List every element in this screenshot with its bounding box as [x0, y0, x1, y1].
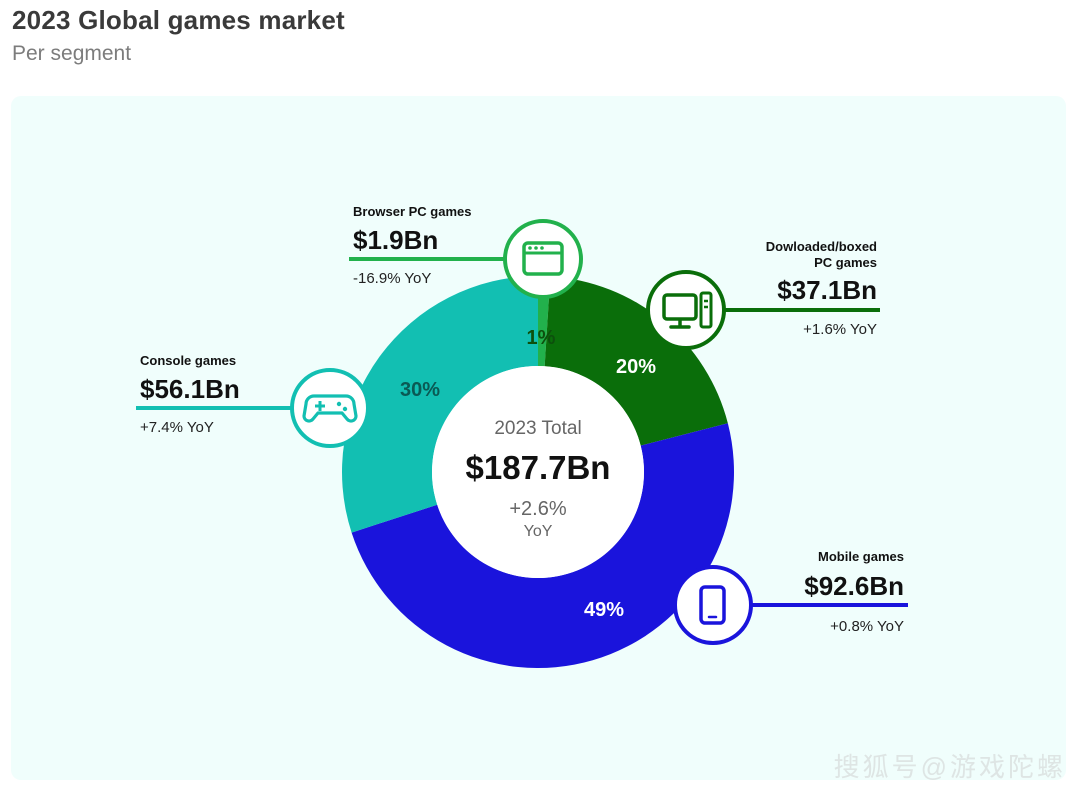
segment-yoy-mobile: +0.8% YoY	[830, 618, 904, 635]
segment-name-browser: Browser PC games	[353, 204, 472, 219]
desktop-pc-icon	[646, 270, 726, 350]
chart-title: 2023 Global games market	[12, 5, 345, 35]
segment-name-downloaded-line2: PC games	[814, 255, 877, 270]
segment-value-browser: $1.9Bn	[353, 225, 438, 255]
browser-window-icon	[503, 219, 583, 299]
segment-value-downloaded: $37.1Bn	[777, 275, 877, 305]
chart-subtitle: Per segment	[12, 42, 132, 65]
segment-value-console: $56.1Bn	[140, 374, 240, 404]
slice-label-downloaded: 20%	[616, 356, 656, 378]
callout-mobile: Mobile games $92.6Bn +0.8% YoY	[673, 549, 908, 645]
donut-slice-downloaded	[544, 276, 728, 446]
segment-yoy-browser: -16.9% YoY	[353, 270, 431, 287]
center-total-value: $187.7Bn	[466, 449, 611, 486]
segment-name-downloaded-line1: Dowloaded/boxed	[766, 239, 877, 254]
watermark: 搜狐号@游戏陀螺	[833, 752, 1066, 782]
donut-slice-console	[342, 276, 538, 533]
donut-hole	[432, 366, 644, 578]
center-heading: 2023 Total	[494, 418, 581, 439]
center-change: +2.6%	[509, 498, 566, 520]
callout-browser: Browser PC games $1.9Bn -16.9% YoY	[349, 204, 583, 299]
center-yoy: YoY	[524, 523, 553, 540]
callout-downloaded: Dowloaded/boxed PC games $37.1Bn +1.6% Y…	[646, 239, 880, 350]
segment-yoy-console: +7.4% YoY	[140, 419, 214, 436]
donut-slice-mobile	[351, 423, 734, 668]
smartphone-icon	[673, 565, 753, 645]
slice-label-console: 30%	[400, 379, 440, 401]
segment-name-mobile: Mobile games	[818, 549, 904, 564]
segment-value-mobile: $92.6Bn	[804, 571, 904, 601]
slice-label-browser: 1%	[527, 327, 556, 349]
slice-label-mobile: 49%	[584, 599, 624, 621]
segment-name-console: Console games	[140, 353, 236, 368]
callout-console: Console games $56.1Bn +7.4% YoY	[136, 353, 370, 448]
segment-yoy-downloaded: +1.6% YoY	[803, 321, 877, 338]
gamepad-icon	[290, 368, 370, 448]
